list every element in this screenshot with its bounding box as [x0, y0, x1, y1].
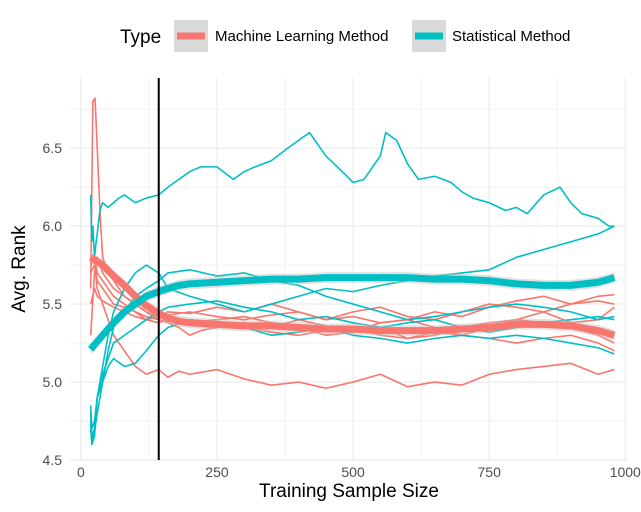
- y-tick-label: 5.5: [43, 296, 63, 312]
- x-tick-label: 0: [77, 464, 85, 480]
- smooth-line: [88, 254, 616, 339]
- smooth-lines: [88, 254, 616, 352]
- y-tick-label: 6.0: [43, 218, 63, 234]
- series-line: [89, 287, 615, 352]
- smooth-ribbons: [90, 251, 615, 355]
- x-tick-label: 750: [478, 464, 502, 480]
- y-axis-title: Avg. Rank: [9, 225, 30, 313]
- smooth-line: [88, 274, 616, 352]
- legend-entry: Machine Learning Method: [174, 20, 388, 52]
- legend-title: Type: [120, 27, 161, 48]
- y-tick-label: 4.5: [43, 452, 63, 468]
- series-line: [89, 256, 615, 344]
- y-tick-label: 6.5: [43, 140, 63, 156]
- smooth-ribbon: [90, 272, 615, 355]
- axes: 0 250 500 750 1000 4.5 5.0 5.5 6.0 6.5 Training Sa…: [9, 140, 641, 502]
- x-tick-label: 1000: [610, 464, 641, 480]
- x-tick-label: 500: [341, 464, 365, 480]
- legend: Type Machine Learning Method Statistical M…: [120, 20, 570, 52]
- legend-label: Machine Learning Method: [215, 28, 388, 45]
- series-line: [89, 300, 615, 430]
- series-line: [89, 131, 615, 259]
- grid: [70, 78, 628, 461]
- x-axis-title: Training Sample Size: [259, 481, 439, 502]
- x-tick-label: 250: [205, 464, 229, 480]
- legend-label: Statistical Method: [452, 28, 570, 45]
- series-line: [89, 225, 615, 446]
- legend-entry: Statistical Method: [412, 20, 570, 52]
- series-line: [89, 268, 615, 443]
- y-tick-label: 5.0: [43, 374, 63, 390]
